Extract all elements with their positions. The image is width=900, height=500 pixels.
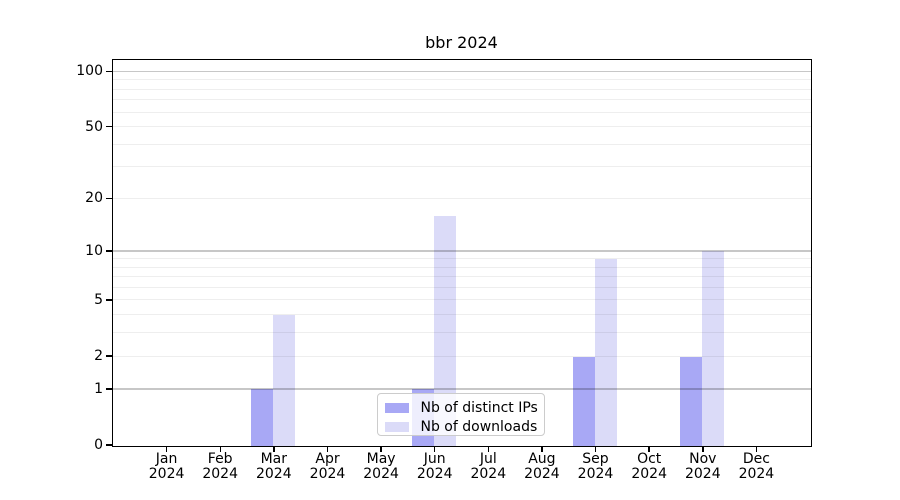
x-axis-label-apr: Apr 2024 (309, 451, 346, 482)
x-axis-label-jun: Jun 2024 (416, 451, 453, 482)
legend-item-distinct-ips: Nb of distinct IPs (384, 399, 538, 418)
legend-swatch-distinct-ips-icon (384, 403, 409, 413)
x-axis-tick-jul (487, 446, 490, 452)
gridline-4 (112, 314, 811, 316)
bar-distinct-ips-mar (251, 389, 274, 446)
y-axis-label-5: 5 (94, 291, 103, 308)
gridline-100 (112, 70, 811, 73)
bar-distinct-ips-nov (680, 356, 703, 446)
y-axis-label-1: 1 (94, 380, 103, 397)
x-axis-tick-jun (433, 446, 436, 452)
bar-distinct-ips-sep (573, 356, 596, 446)
x-axis-label-nov: Nov 2024 (684, 451, 721, 482)
gridline-60 (112, 111, 811, 113)
y-axis-tick-20 (106, 197, 112, 200)
y-axis-label-0: 0 (94, 437, 103, 453)
x-axis-tick-oct (648, 446, 650, 452)
gridline-50 (112, 126, 811, 128)
x-axis-tick-nov (702, 446, 704, 452)
x-axis-label-may: May 2024 (363, 451, 399, 482)
bar-downloads-mar (273, 315, 296, 446)
x-axis-label-jul: Jul 2024 (470, 451, 507, 482)
gridline-40 (112, 143, 811, 145)
legend-item-downloads: Nb of downloads (384, 418, 538, 437)
legend: Nb of distinct IPs Nb of downloads (376, 392, 545, 437)
y-axis-tick-0 (106, 444, 112, 446)
x-axis-tick-aug (541, 446, 543, 452)
y-axis-label-100: 100 (76, 63, 103, 80)
legend-swatch-downloads-icon (384, 422, 409, 432)
x-axis-label-jan: Jan 2024 (148, 451, 185, 482)
x-axis-tick-jan (165, 446, 168, 452)
gridline-1 (112, 388, 811, 390)
legend-label-downloads: Nb of downloads (420, 418, 538, 435)
x-axis-tick-mar (273, 446, 275, 452)
x-axis-label-mar: Mar 2024 (255, 451, 292, 482)
bar-downloads-sep (595, 259, 618, 446)
y-axis-tick-1 (106, 388, 112, 390)
gridline-3 (112, 332, 811, 334)
x-axis-label-oct: Oct 2024 (631, 451, 667, 482)
y-axis-label-10: 10 (85, 242, 103, 259)
y-axis-label-50: 50 (85, 118, 103, 135)
gridline-2 (112, 355, 811, 357)
x-axis-label-dec: Dec 2024 (738, 451, 775, 482)
gridline-6 (112, 286, 811, 288)
x-axis-tick-apr (326, 446, 329, 452)
gridline-7 (112, 276, 811, 278)
bar-downloads-nov (702, 251, 725, 446)
gridline-10 (112, 250, 811, 252)
bar-downloads-jun (434, 216, 457, 446)
x-axis-tick-feb (219, 446, 221, 452)
legend-label-distinct-ips: Nb of distinct IPs (420, 399, 538, 416)
gridline-70 (112, 99, 811, 101)
gridline-30 (112, 166, 811, 168)
plot-area: Nb of distinct IPs Nb of downloads (111, 58, 812, 447)
y-axis-tick-5 (106, 299, 112, 301)
x-axis-label-sep: Sep 2024 (577, 451, 614, 482)
y-axis-tick-50 (106, 125, 112, 128)
x-axis-tick-sep (594, 446, 597, 452)
x-axis-tick-dec (755, 446, 758, 452)
gridline-20 (112, 197, 811, 199)
x-axis-label-feb: Feb 2024 (202, 451, 238, 482)
gridline-9 (112, 258, 811, 259)
gridline-8 (112, 266, 811, 268)
y-axis-tick-2 (106, 355, 112, 357)
chart-title: bbr 2024 (425, 33, 498, 52)
gridline-90 (112, 79, 811, 81)
y-axis-label-2: 2 (94, 348, 103, 364)
gridline-5 (112, 299, 811, 301)
y-axis-tick-100 (106, 70, 112, 72)
gridline-80 (112, 88, 811, 90)
x-axis-tick-may (380, 446, 382, 452)
x-axis-label-aug: Aug 2024 (524, 451, 560, 482)
y-axis-label-20: 20 (85, 190, 103, 207)
y-axis-tick-10 (106, 250, 112, 252)
